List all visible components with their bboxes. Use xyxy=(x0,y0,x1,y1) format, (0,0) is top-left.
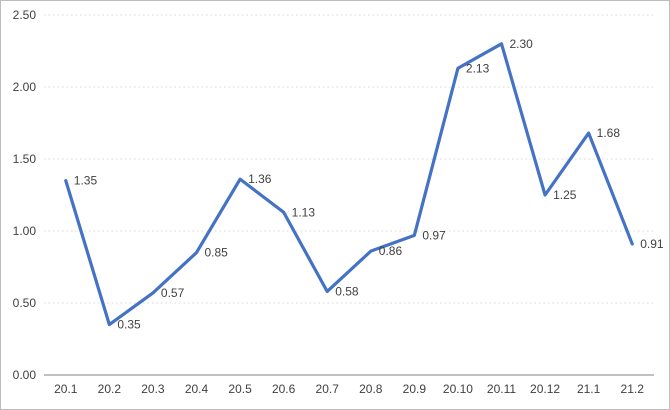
y-tick-label: 1.00 xyxy=(13,224,37,238)
x-tick-label: 20.1 xyxy=(54,382,78,396)
data-point-label: 2.13 xyxy=(466,61,490,75)
data-point-label: 0.91 xyxy=(640,237,664,251)
data-point-label: 1.36 xyxy=(248,172,272,186)
x-tick-label: 20.12 xyxy=(530,382,560,396)
x-tick-label: 20.7 xyxy=(316,382,340,396)
data-point-label: 2.30 xyxy=(510,37,534,51)
data-point-label: 0.35 xyxy=(117,318,141,332)
x-tick-label: 20.2 xyxy=(98,382,122,396)
x-tick-label: 21.2 xyxy=(621,382,645,396)
x-tick-label: 20.10 xyxy=(443,382,473,396)
x-tick-label: 20.4 xyxy=(185,382,209,396)
data-point-label: 0.58 xyxy=(335,284,359,298)
y-tick-label: 0.00 xyxy=(13,368,37,382)
data-point-label: 1.68 xyxy=(597,126,621,140)
x-tick-label: 20.9 xyxy=(403,382,427,396)
y-tick-label: 0.50 xyxy=(13,296,37,310)
data-point-label: 1.25 xyxy=(553,188,577,202)
data-point-label: 0.86 xyxy=(379,244,403,258)
x-tick-label: 20.11 xyxy=(487,382,516,396)
x-tick-label: 20.6 xyxy=(272,382,296,396)
y-tick-label: 2.50 xyxy=(13,8,37,22)
y-tick-label: 2.00 xyxy=(13,80,37,94)
x-tick-label: 20.3 xyxy=(141,382,165,396)
x-tick-label: 21.1 xyxy=(577,382,601,396)
x-tick-label: 20.5 xyxy=(228,382,252,396)
y-tick-label: 1.50 xyxy=(13,152,37,166)
data-point-label: 0.57 xyxy=(161,286,185,300)
data-point-label: 1.13 xyxy=(292,205,316,219)
x-tick-label: 20.8 xyxy=(359,382,383,396)
data-line xyxy=(64,42,634,327)
data-point-label: 0.85 xyxy=(205,246,229,260)
data-point-label: 1.35 xyxy=(74,174,98,188)
data-point-label: 0.97 xyxy=(422,228,446,242)
